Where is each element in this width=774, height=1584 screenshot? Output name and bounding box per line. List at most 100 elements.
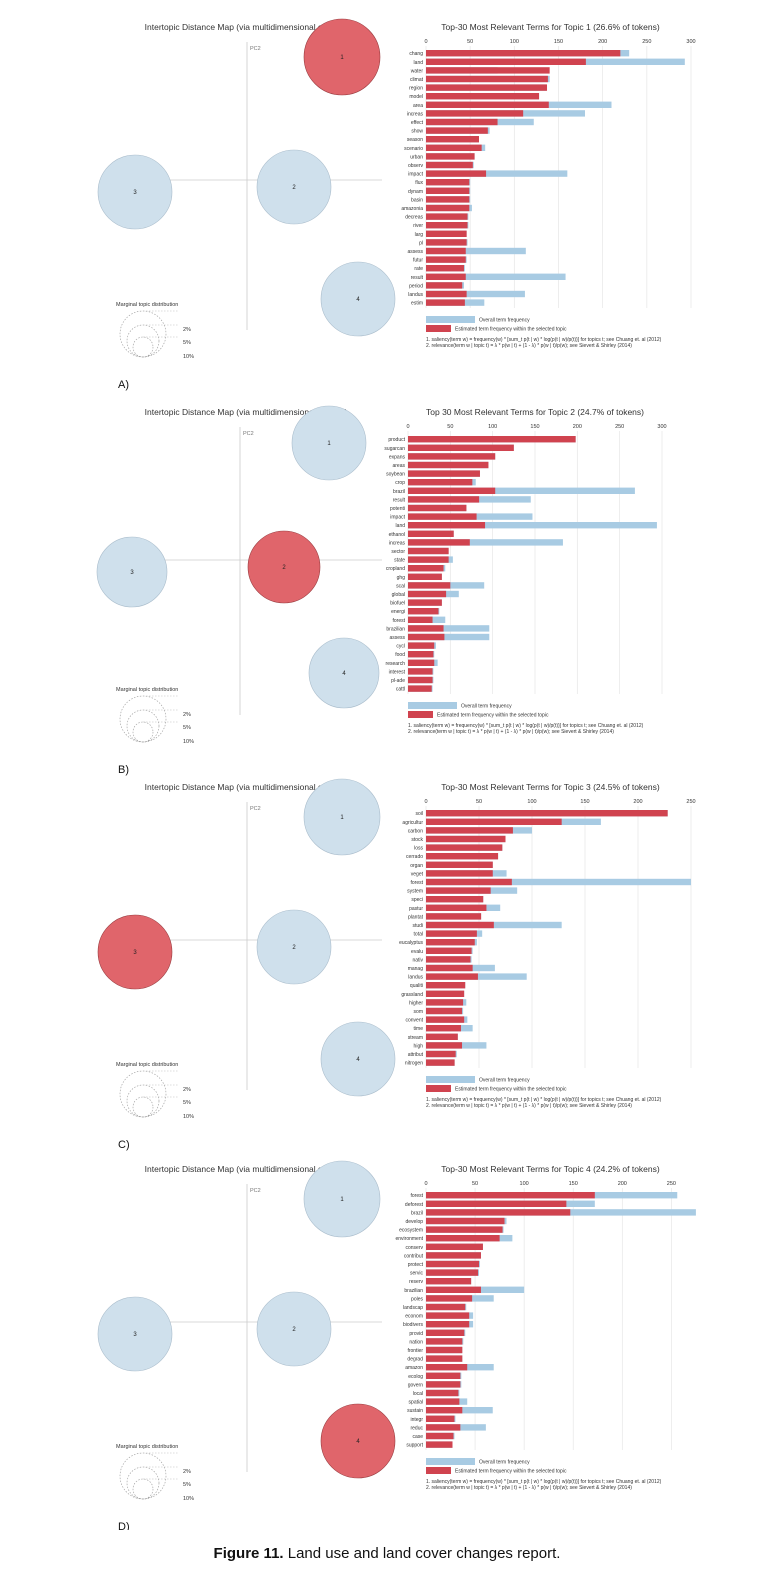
term-label: provid — [409, 1331, 423, 1337]
term-label: crop — [395, 480, 405, 486]
legend-swatch-overall — [426, 1076, 475, 1083]
intertopic-map: Intertopic Distance Map (via multidimens… — [97, 1160, 396, 1502]
bar-estimated-landscap — [426, 1303, 466, 1311]
bar-estimated-convent — [426, 1016, 465, 1023]
term-label: estim — [411, 301, 423, 307]
topic-number-2: 2 — [282, 565, 286, 571]
bar-estimated-system — [426, 887, 491, 894]
term-label: sector — [391, 549, 405, 555]
term-label: scenario — [404, 146, 423, 152]
term-label: environment — [395, 1236, 423, 1242]
bar-estimated-landus — [426, 973, 478, 980]
bar-overall-brazil — [408, 487, 635, 494]
bar-estimated-manag — [426, 964, 473, 972]
bar-overall-assess — [408, 633, 490, 641]
topic-number-1: 1 — [340, 815, 344, 821]
tick-label: 200 — [633, 799, 642, 805]
note-saliency: 1. saliency(term w) = frequency(w) * [su… — [426, 1097, 662, 1103]
term-label: govern — [408, 1382, 424, 1388]
bar-estimated-conserv — [426, 1243, 483, 1250]
term-label: river — [413, 223, 423, 229]
relevant-terms-chart: Top-30 Most Relevant Terms for Topic 1 (… — [401, 22, 695, 349]
pc2-label: PC2 — [250, 1188, 261, 1194]
tick-label: 100 — [527, 799, 536, 805]
term-label: forest — [410, 880, 423, 886]
tick-label: 150 — [580, 799, 589, 805]
term-label: result — [393, 497, 406, 503]
term-label: areas — [392, 463, 405, 469]
term-label: servic — [410, 1271, 424, 1277]
bar-estimated-brazil — [426, 1209, 571, 1216]
bar-estimated-carbon — [426, 827, 513, 834]
term-label: area — [413, 103, 423, 109]
term-label: speci — [411, 897, 423, 903]
topic-circle-3 — [97, 1296, 173, 1372]
intertopic-map: Intertopic Distance Map (via multidimens… — [97, 778, 396, 1120]
tick-label: 0 — [424, 39, 427, 45]
term-label: carbon — [408, 828, 424, 834]
bar-estimated-pl — [426, 239, 467, 246]
bar-estimated-sugarcan — [408, 444, 514, 451]
term-label: forest — [392, 618, 405, 624]
term-label: amazon — [405, 1365, 423, 1371]
panel-label: C) — [118, 1139, 130, 1151]
bar-estimated-reserv — [426, 1278, 472, 1285]
term-label: loss — [414, 846, 423, 852]
panel-a: Intertopic Distance Map (via multidimens… — [97, 18, 696, 391]
term-label: flux — [415, 180, 423, 186]
bar-estimated-land — [426, 58, 586, 65]
topic-number-3: 3 — [130, 570, 134, 576]
term-label: stream — [408, 1035, 423, 1041]
topic-circle-3 — [96, 536, 168, 608]
bar-estimated-support — [426, 1441, 453, 1448]
marginal-pct-label: 2% — [183, 712, 191, 718]
term-label: protect — [408, 1262, 424, 1268]
bar-estimated-product — [408, 436, 576, 443]
term-label: land — [396, 523, 406, 529]
term-label: develop — [405, 1219, 423, 1225]
tick-label: 150 — [554, 39, 563, 45]
bar-estimated-higher — [426, 999, 464, 1006]
bar-estimated-total — [426, 930, 477, 937]
bar-estimated-agricultur — [426, 818, 562, 825]
legend-label-estimated: Estimated term frequency within the sele… — [455, 327, 567, 333]
term-label: spatial — [409, 1400, 423, 1406]
bar-estimated-cattl — [408, 685, 432, 692]
marginal-pct-label: 10% — [183, 1496, 194, 1502]
bar-estimated-observ — [426, 161, 473, 169]
topic-circle-3 — [97, 154, 173, 230]
topic-circle-2 — [256, 1291, 332, 1367]
tick-label: 50 — [476, 799, 482, 805]
bar-estimated-provid — [426, 1329, 465, 1336]
marginal-topic-legend: Marginal topic distribution 2% 5% 10% — [116, 687, 194, 745]
topic-circle-1 — [303, 1160, 381, 1238]
legend-label-estimated: Estimated term frequency within the sele… — [437, 713, 549, 719]
bar-estimated-increas — [408, 539, 470, 546]
term-label: support — [406, 1443, 423, 1449]
bar-estimated-stock — [426, 835, 506, 843]
term-label: time — [414, 1026, 424, 1032]
chart-title: Top-30 Most Relevant Terms for Topic 3 (… — [441, 782, 660, 792]
bar-estimated-cerrado — [426, 853, 499, 860]
bar-estimated-degrad — [426, 1355, 463, 1362]
bar-estimated-high — [426, 1042, 463, 1049]
bar-estimated-deforest — [426, 1200, 567, 1207]
term-label: season — [407, 137, 423, 143]
bar-estimated-brazil — [408, 487, 496, 494]
term-label: ecolog — [408, 1374, 423, 1380]
legend-swatch-estimated — [408, 711, 433, 718]
chart-title: Top 30 Most Relevant Terms for Topic 2 (… — [426, 407, 644, 417]
bar-estimated-landus — [426, 290, 467, 298]
term-label: conserv — [405, 1245, 423, 1251]
term-label: impact — [390, 515, 405, 521]
caption-text: Land use and land cover changes report. — [283, 1545, 561, 1562]
panel-b: Intertopic Distance Map (via multidimens… — [96, 405, 667, 776]
bar-estimated-scal — [408, 582, 451, 589]
bar-estimated-show — [426, 127, 488, 134]
term-label: nativ — [412, 957, 423, 963]
bar-estimated-scenario — [426, 144, 482, 151]
tick-label: 200 — [573, 424, 582, 430]
tick-label: 100 — [488, 424, 497, 430]
term-label: reduc — [410, 1425, 423, 1431]
term-label: nitrogen — [405, 1061, 423, 1067]
